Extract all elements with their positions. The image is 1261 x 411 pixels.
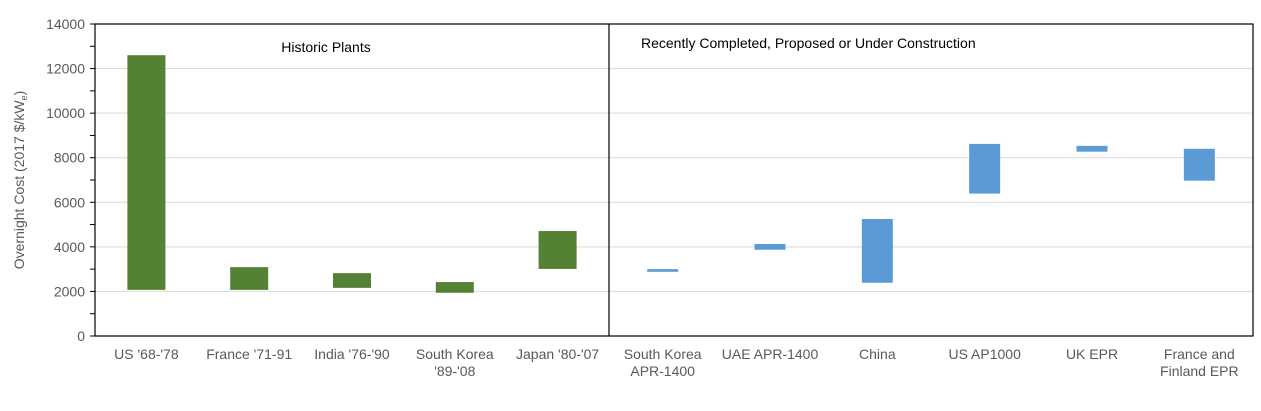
bar bbox=[1076, 145, 1108, 152]
y-tick-label: 12000 bbox=[46, 61, 85, 77]
bars bbox=[127, 55, 1215, 293]
x-tick-label: China bbox=[859, 346, 896, 362]
x-axis-labels: US '68-'78 France '71-91 India '76-'90 Sout… bbox=[114, 346, 1238, 379]
x-tick-label: France '71-91 bbox=[206, 346, 292, 362]
bar bbox=[230, 267, 269, 290]
y-tick-label: 6000 bbox=[54, 194, 85, 210]
x-tick-label: South Korea bbox=[416, 346, 494, 362]
bar bbox=[127, 55, 166, 290]
bar bbox=[538, 231, 577, 269]
y-axis-label-subscript: e bbox=[19, 95, 29, 100]
panel-title-historic: Historic Plants bbox=[281, 39, 370, 55]
bar bbox=[754, 243, 786, 250]
y-tick-label: 14000 bbox=[46, 16, 85, 32]
x-tick-label: Finland EPR bbox=[1160, 363, 1239, 379]
y-axis-label-end: ) bbox=[11, 91, 27, 96]
x-tick-label: US AP1000 bbox=[948, 346, 1021, 362]
y-tick-label: 10000 bbox=[46, 105, 85, 121]
plot-frame bbox=[94, 23, 1254, 337]
bar bbox=[969, 143, 1001, 194]
gridlines bbox=[95, 68, 1253, 292]
bar bbox=[333, 273, 371, 288]
y-axis-label: Overnight Cost (2017 $/kWe) bbox=[11, 91, 29, 270]
bar bbox=[435, 282, 474, 293]
y-axis: 0 2000 4000 6000 8000 10000 12000 14000 bbox=[46, 16, 95, 344]
y-axis-label-main: Overnight Cost (2017 $/kW bbox=[11, 100, 27, 270]
y-tick-label: 2000 bbox=[54, 283, 85, 299]
y-tick-label: 0 bbox=[77, 328, 85, 344]
y-tick-label: 8000 bbox=[54, 150, 85, 166]
bar bbox=[647, 269, 679, 272]
x-tick-label: France and bbox=[1164, 346, 1235, 362]
x-tick-label: '89-'08 bbox=[434, 363, 475, 379]
x-tick-label: UAE APR-1400 bbox=[722, 346, 819, 362]
x-tick-label: US '68-'78 bbox=[114, 346, 179, 362]
x-tick-label: Japan '80-'07 bbox=[516, 346, 599, 362]
x-tick-label: South Korea bbox=[624, 346, 702, 362]
x-tick-label: UK EPR bbox=[1066, 346, 1118, 362]
x-tick-label: India '76-'90 bbox=[314, 346, 390, 362]
x-tick-label: APR-1400 bbox=[630, 363, 695, 379]
bar bbox=[1183, 148, 1215, 181]
bar bbox=[861, 219, 893, 283]
panel-title-recent: Recently Completed, Proposed or Under Co… bbox=[641, 35, 976, 51]
y-tick-label: 4000 bbox=[54, 239, 85, 255]
